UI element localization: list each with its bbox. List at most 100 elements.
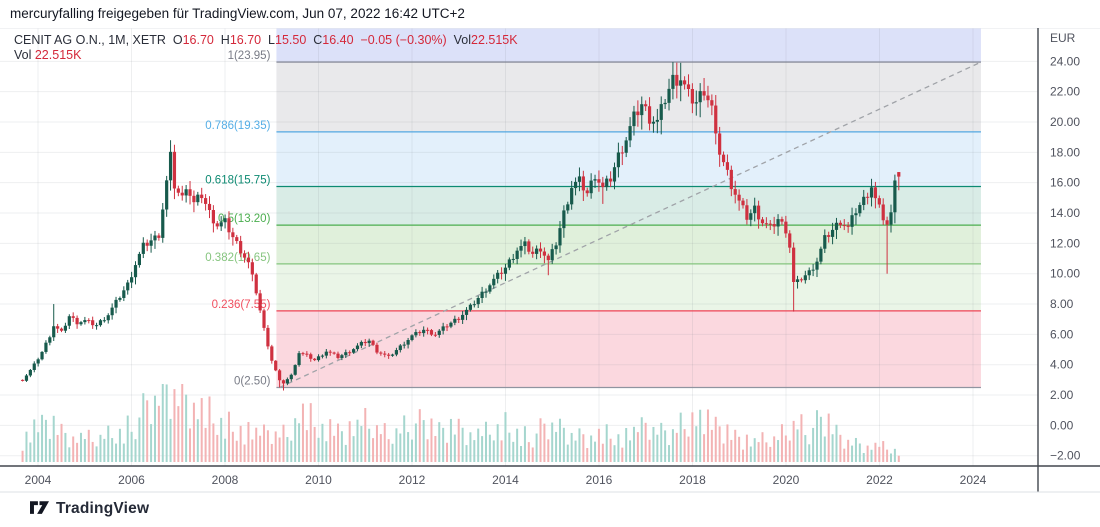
candle bbox=[137, 253, 142, 266]
volume-bar bbox=[430, 418, 433, 462]
candle bbox=[706, 95, 710, 101]
time-tick-label: 2016 bbox=[586, 473, 613, 487]
volume-bar bbox=[605, 424, 608, 462]
candle bbox=[250, 262, 254, 275]
volume-bar bbox=[379, 434, 382, 462]
price-tick-label: 0.00 bbox=[1050, 418, 1074, 432]
volume-bar bbox=[391, 443, 394, 462]
volume-bar bbox=[231, 431, 234, 462]
volume-bar bbox=[220, 417, 223, 462]
candle bbox=[718, 133, 722, 155]
volume-bar bbox=[699, 409, 702, 462]
candle bbox=[145, 242, 149, 246]
volume-bar bbox=[839, 434, 842, 462]
candle bbox=[258, 293, 262, 311]
legend-segment: 22.515K bbox=[34, 47, 82, 62]
candle bbox=[682, 80, 687, 85]
volume-bar bbox=[446, 442, 449, 462]
candle bbox=[866, 196, 870, 198]
candle bbox=[756, 205, 761, 220]
volume-bar bbox=[177, 406, 180, 462]
candle bbox=[157, 235, 161, 238]
tradingview-logo[interactable]: TradingView bbox=[30, 500, 149, 518]
candle bbox=[519, 246, 523, 251]
candle bbox=[277, 370, 282, 381]
volume-bar bbox=[368, 428, 371, 462]
candle bbox=[363, 341, 367, 344]
fib-trendline[interactable] bbox=[279, 61, 982, 389]
volume-legend-row[interactable]: Vol 22.515K bbox=[14, 47, 518, 62]
volume-bar bbox=[309, 403, 312, 462]
price-scale[interactable]: EUR 24.00 22.00 20.00 18.00 16.00 14.00 12.00 10… bbox=[1050, 31, 1081, 463]
candle bbox=[546, 255, 550, 261]
candle bbox=[231, 232, 235, 238]
volume-bar bbox=[722, 443, 725, 462]
candle bbox=[741, 200, 745, 206]
volume-bar bbox=[714, 416, 717, 462]
volume-bar bbox=[329, 419, 332, 462]
candle bbox=[301, 353, 305, 355]
fib-levels[interactable]: 1(23.95) 0.786(19.35) 0.618(15.75) 0.5(13.2… bbox=[205, 50, 981, 389]
candle bbox=[410, 335, 414, 341]
candle bbox=[710, 100, 714, 106]
volume-bar bbox=[469, 432, 472, 462]
candle bbox=[180, 192, 184, 196]
volume-bar bbox=[348, 421, 351, 462]
candle bbox=[328, 351, 332, 353]
candle bbox=[484, 291, 488, 293]
volume-bar bbox=[146, 400, 149, 462]
volume-bar bbox=[48, 438, 51, 462]
volume-bar bbox=[411, 439, 413, 462]
volume-bar bbox=[169, 418, 172, 462]
volume-bar bbox=[111, 438, 114, 462]
candle bbox=[44, 342, 48, 352]
volume-bar bbox=[710, 429, 713, 462]
volume-bar bbox=[858, 443, 861, 462]
volume-bar bbox=[508, 432, 511, 462]
volume-bar bbox=[165, 384, 168, 462]
candle bbox=[52, 326, 56, 338]
candle bbox=[476, 298, 480, 305]
candle bbox=[838, 222, 842, 226]
candle bbox=[570, 188, 574, 205]
volume-bar bbox=[208, 396, 211, 462]
candle bbox=[620, 152, 624, 154]
volume-bar bbox=[788, 440, 791, 462]
volume-bar bbox=[484, 421, 487, 462]
candle bbox=[242, 253, 247, 258]
volume-bar bbox=[874, 442, 877, 462]
volume-bar bbox=[582, 434, 585, 462]
candle bbox=[223, 218, 227, 223]
volume-bar bbox=[383, 423, 386, 462]
candle bbox=[98, 320, 103, 326]
candle bbox=[168, 151, 173, 181]
candle bbox=[815, 261, 819, 270]
candle bbox=[538, 248, 543, 252]
candle bbox=[671, 74, 675, 89]
candle bbox=[266, 327, 270, 347]
volume-bar bbox=[56, 434, 59, 462]
candle bbox=[40, 351, 44, 360]
volume-bar bbox=[68, 447, 71, 462]
candle bbox=[499, 272, 504, 274]
time-scale[interactable]: 2004 2006 2008 2010 2012 2014 2016 2018 2020 2022… bbox=[25, 473, 987, 487]
volume-bar bbox=[115, 443, 118, 462]
volume-bar bbox=[21, 450, 24, 462]
candle bbox=[204, 198, 208, 204]
price-tick-label: 20.00 bbox=[1050, 115, 1080, 129]
legend-segment: 22.515K bbox=[471, 32, 518, 47]
volume-bar bbox=[372, 438, 375, 462]
volume-bar bbox=[457, 418, 460, 462]
candle bbox=[850, 215, 854, 227]
legend-segment: 16.70 bbox=[229, 32, 262, 47]
candle bbox=[91, 320, 95, 326]
price-tick-label: 24.00 bbox=[1050, 54, 1080, 68]
volume-bar bbox=[317, 437, 320, 462]
axes[interactable] bbox=[0, 27, 1100, 493]
volume-bar bbox=[562, 427, 565, 462]
volume-bar bbox=[122, 443, 125, 462]
volume-bar bbox=[504, 412, 507, 462]
candle bbox=[679, 80, 683, 86]
